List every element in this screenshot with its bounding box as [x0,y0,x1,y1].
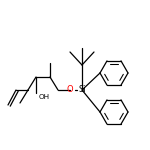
Text: Si: Si [78,85,86,94]
Text: O: O [67,85,73,94]
Text: OH: OH [39,94,50,100]
